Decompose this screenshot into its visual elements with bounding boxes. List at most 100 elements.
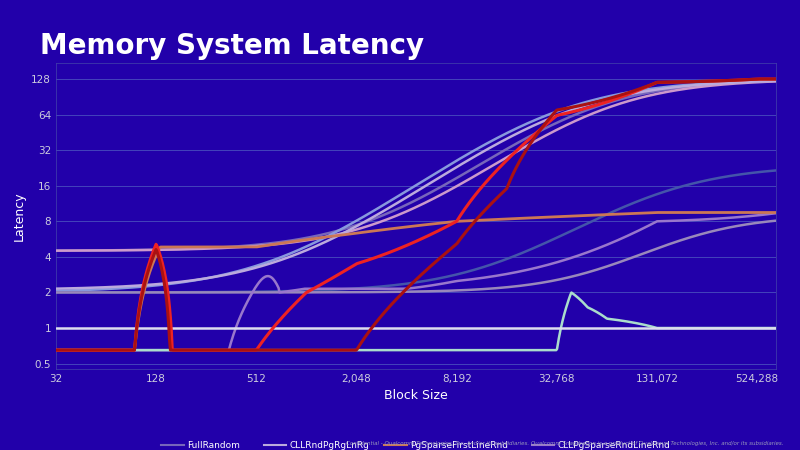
- Y-axis label: Latency: Latency: [13, 191, 26, 241]
- RndPgRgRndRg: [95, 290, 105, 295]
- CLLRndPgRgLnRg: [671, 85, 681, 90]
- Linear: [488, 325, 498, 331]
- Linear: [95, 325, 105, 331]
- RTFullRandom: [566, 290, 576, 295]
- Line: CLLPgSparseRndLineRnd: CLLPgSparseRndLineRnd: [56, 213, 776, 350]
- PgSparseRndLineRnd: [771, 76, 781, 82]
- CLLPgSparseFirstLineRnd: [51, 347, 61, 353]
- RTFullRandom: [488, 347, 498, 353]
- RndPgRgLnRg: [771, 78, 781, 83]
- Line: CLLPgSparseFirstLineRnd: CLLPgSparseFirstLineRnd: [56, 79, 776, 350]
- PgSparseRndLineRnd: [671, 79, 681, 85]
- CLLRndPgRgLnRg: [470, 154, 479, 159]
- RndPgRgLnRg: [470, 148, 479, 153]
- RndPgRgLnRg: [671, 83, 681, 89]
- CLLRndPgRgRndRg: [51, 290, 61, 295]
- FullRandom: [488, 154, 498, 160]
- PgSparseRndLineRnd: [51, 347, 61, 353]
- RndPgRgRndRg: [51, 290, 61, 295]
- CLLPgSparseFirstLineRnd: [671, 79, 681, 85]
- CLLRndPgRgRndRg: [470, 287, 479, 292]
- PgSparseRndLineRnd: [598, 98, 607, 103]
- RndPgRgLnRg: [510, 126, 519, 132]
- X-axis label: Block Size: Block Size: [384, 389, 448, 402]
- CLLPgSparseRndLineRnd: [95, 347, 105, 353]
- RndPgRgLnRg: [95, 287, 105, 292]
- RTFullRandom: [771, 325, 781, 331]
- PgSparseRndLineRnd: [754, 76, 764, 82]
- CLLPgSparseFirstLineRnd: [598, 101, 607, 106]
- FullRandom: [51, 248, 61, 253]
- FullRandom: [598, 102, 607, 108]
- CLLRndPgRgRndRg: [771, 218, 781, 223]
- RndPgRgRndRg: [510, 253, 519, 259]
- CLLFullRandom: [771, 79, 781, 84]
- FullRandom: [510, 142, 519, 147]
- CLLPgSparseRndLineRnd: [470, 276, 479, 282]
- CLLPgSparseFirstLineRnd: [95, 347, 105, 353]
- CLLFullRandom: [470, 174, 479, 179]
- CLLFullRandom: [598, 107, 607, 112]
- CLLPgSparseRndLineRnd: [488, 274, 498, 279]
- CLLFullRandom: [95, 248, 105, 253]
- RTFullRandom: [510, 347, 519, 353]
- RTFullRandom: [470, 347, 479, 353]
- CLLPgSparseRndLineRnd: [671, 218, 681, 223]
- PgSparseFirstLineRnd: [598, 212, 607, 217]
- Line: CLLRndPgRgLnRg: CLLRndPgRgLnRg: [56, 81, 776, 288]
- PgSparseRndLineRnd: [95, 347, 105, 353]
- PgSparseFirstLineRnd: [488, 217, 498, 222]
- CLLRndPgRgRndRg: [488, 286, 498, 291]
- Text: Confidential - Qualcomm Technologies, Inc. and/or its subsidiaries. Qualcomm Sna: Confidential - Qualcomm Technologies, In…: [346, 441, 784, 446]
- PgSparseFirstLineRnd: [470, 218, 479, 223]
- CLLPgSparseFirstLineRnd: [771, 76, 781, 82]
- PgSparseFirstLineRnd: [672, 210, 682, 215]
- CLLFullRandom: [671, 88, 681, 93]
- PgSparseFirstLineRnd: [771, 210, 781, 215]
- CLLPgSparseFirstLineRnd: [488, 171, 498, 177]
- FullRandom: [771, 78, 781, 84]
- FullRandom: [95, 248, 105, 253]
- CLLPgSparseFirstLineRnd: [510, 150, 519, 155]
- PgSparseFirstLineRnd: [95, 347, 105, 353]
- CLLRndPgRgLnRg: [95, 285, 105, 290]
- RTFullRandom: [95, 347, 105, 353]
- Linear: [598, 325, 607, 331]
- Line: RTFullRandom: RTFullRandom: [56, 292, 776, 350]
- CLLRndPgRgRndRg: [598, 266, 607, 271]
- Line: PgSparseRndLineRnd: PgSparseRndLineRnd: [56, 79, 776, 350]
- CLLRndPgRgLnRg: [771, 78, 781, 84]
- CLLRndPgRgRndRg: [671, 239, 681, 244]
- CLLPgSparseFirstLineRnd: [754, 76, 764, 82]
- RTFullRandom: [598, 313, 608, 319]
- RTFullRandom: [672, 325, 682, 331]
- Linear: [51, 325, 61, 331]
- CLLFullRandom: [51, 248, 61, 253]
- CLLPgSparseFirstLineRnd: [470, 194, 479, 199]
- CLLFullRandom: [488, 162, 498, 168]
- Line: FullRandom: FullRandom: [56, 81, 776, 251]
- Line: CLLFullRandom: CLLFullRandom: [56, 81, 776, 251]
- CLLPgSparseRndLineRnd: [771, 211, 781, 216]
- CLLPgSparseRndLineRnd: [510, 270, 519, 275]
- PgSparseFirstLineRnd: [652, 210, 662, 215]
- Linear: [510, 325, 519, 331]
- Linear: [671, 325, 681, 331]
- RndPgRgRndRg: [488, 261, 498, 266]
- FullRandom: [470, 165, 479, 171]
- CLLRndPgRgLnRg: [51, 286, 61, 291]
- PgSparseRndLineRnd: [488, 199, 498, 205]
- Legend: FullRandom, CLLFullRandom, RndPgRgLnRg, CLLRndPgRgLnRg, RndPgRgRndRg, CLLRndPgRg: FullRandom, CLLFullRandom, RndPgRgLnRg, …: [162, 441, 670, 450]
- CLLPgSparseRndLineRnd: [598, 244, 607, 249]
- CLLRndPgRgLnRg: [598, 98, 607, 104]
- Line: RndPgRgLnRg: RndPgRgLnRg: [56, 81, 776, 291]
- Line: RndPgRgRndRg: RndPgRgRndRg: [56, 171, 776, 292]
- RndPgRgRndRg: [771, 168, 781, 173]
- PgSparseFirstLineRnd: [51, 347, 61, 353]
- RTFullRandom: [51, 347, 61, 353]
- Linear: [771, 325, 781, 331]
- CLLPgSparseRndLineRnd: [51, 347, 61, 353]
- RndPgRgRndRg: [671, 185, 681, 191]
- PgSparseFirstLineRnd: [510, 216, 519, 221]
- CLLRndPgRgRndRg: [510, 284, 519, 289]
